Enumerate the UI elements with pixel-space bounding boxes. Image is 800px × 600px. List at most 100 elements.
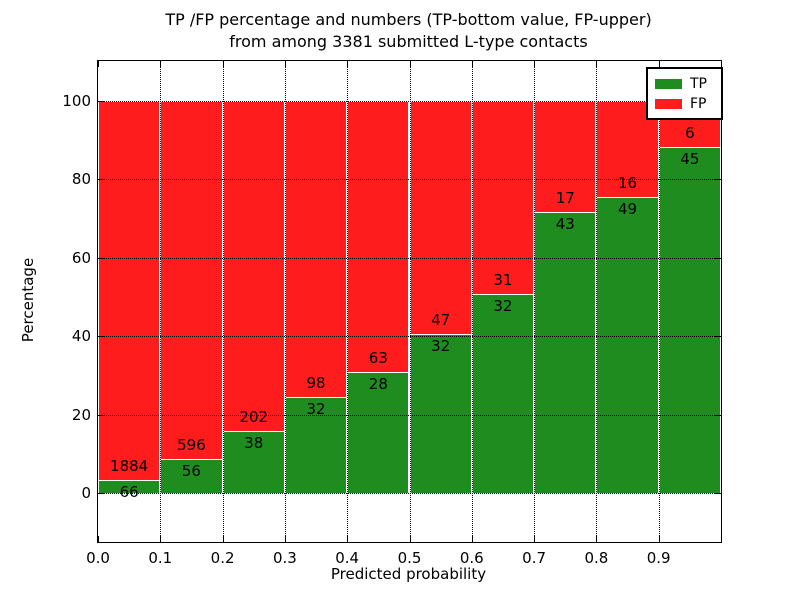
bar-tp-segment	[534, 212, 597, 493]
x-tick-label: 0.1	[148, 549, 173, 567]
bar-tp-segment	[596, 197, 659, 493]
bar-tp-segment	[658, 147, 721, 493]
y-tick-label: 40	[71, 327, 91, 346]
v-gridline	[347, 61, 349, 542]
bar-fp-segment	[222, 101, 285, 431]
bar-fp-segment	[471, 101, 535, 294]
x-axis-label: Predicted probability	[330, 565, 487, 583]
x-tick-top	[534, 61, 536, 67]
fp-count-label: 596	[177, 436, 206, 455]
v-gridline	[222, 61, 224, 542]
y-tick-left	[98, 101, 104, 102]
bar-tp-segment	[98, 479, 161, 493]
x-tick-bottom	[658, 536, 660, 542]
fp-count-label: 63	[368, 349, 388, 368]
x-tick-top	[222, 61, 224, 67]
x-tick-label: 0.2	[210, 549, 235, 567]
fp-count-label: 17	[555, 189, 575, 208]
chart-title-line1: TP /FP percentage and numbers (TP-bottom…	[165, 10, 652, 29]
chart-title-line2: from among 3381 submitted L-type contact…	[229, 32, 588, 51]
bar-fp-segment	[284, 101, 348, 397]
bar-tp-segment	[409, 334, 472, 493]
fp-count-label: 47	[431, 311, 451, 330]
bar-fp-segment	[98, 101, 161, 480]
tp-count-label: 49	[617, 200, 638, 219]
tp-count-label: 43	[555, 215, 575, 234]
x-tick-top	[471, 61, 473, 67]
v-gridline	[284, 61, 286, 542]
x-tick-top	[347, 61, 349, 67]
y-tick-right	[715, 179, 721, 181]
fp-legend-label: FP	[690, 96, 707, 112]
tp-legend-label: TP	[690, 76, 707, 92]
fp-count-label: 6	[685, 124, 695, 143]
y-tick-right	[715, 414, 721, 416]
y-tick-left	[98, 336, 104, 338]
x-tick-bottom	[222, 536, 224, 542]
legend-item-tp: TP	[655, 74, 721, 94]
x-tick-bottom	[160, 536, 162, 542]
tp-count-label: 32	[493, 296, 513, 315]
x-tick-top	[284, 61, 286, 67]
x-tick-label: 0.4	[335, 549, 360, 567]
x-tick-bottom	[534, 536, 536, 542]
v-gridline	[409, 61, 411, 542]
v-gridline	[471, 61, 473, 542]
fp-count-label: 1884	[110, 456, 149, 475]
y-tick-left	[98, 493, 104, 494]
x-tick-label: 0.9	[646, 549, 671, 567]
v-gridline	[160, 61, 162, 542]
x-tick-top	[409, 61, 411, 67]
bar-tp-segment	[284, 396, 348, 493]
y-axis-label: Percentage	[19, 257, 37, 343]
y-tick-right	[715, 336, 721, 338]
x-tick-label: 0.0	[86, 549, 110, 567]
x-tick-label: 0.8	[584, 549, 609, 567]
tp-count-label: 28	[368, 375, 388, 394]
bar-fp-segment	[160, 101, 223, 460]
x-tick-label: 0.7	[522, 549, 547, 567]
y-tick-right	[715, 257, 721, 259]
bar-fp-segment	[409, 101, 472, 335]
fp-count-label: 31	[493, 270, 513, 289]
x-tick-top	[160, 61, 162, 67]
legend: TP FP	[646, 67, 723, 120]
tp-legend-swatch	[655, 79, 682, 89]
x-tick-bottom	[721, 536, 722, 542]
x-tick-label: 0.5	[397, 549, 422, 567]
tp-count-label: 38	[244, 433, 264, 452]
y-tick-label: 100	[62, 92, 91, 110]
y-tick-right	[715, 493, 721, 494]
x-tick-top	[98, 61, 99, 67]
v-gridline	[658, 61, 660, 542]
y-tick-label: 20	[71, 405, 91, 424]
fp-count-label: 202	[239, 407, 269, 426]
v-gridline	[596, 61, 598, 542]
legend-item-fp: FP	[655, 94, 721, 114]
bar-tp-segment	[160, 459, 223, 493]
chart-title: TP /FP percentage and numbers (TP-bottom…	[97, 9, 720, 53]
x-tick-top	[658, 61, 660, 67]
x-tick-label: 0.3	[272, 549, 297, 567]
fp-count-label: 16	[617, 174, 638, 193]
x-tick-bottom	[98, 536, 99, 542]
bar-tp-segment	[222, 430, 285, 493]
bar-fp-segment	[347, 101, 410, 373]
x-tick-bottom	[347, 536, 349, 542]
y-tick-label: 0	[81, 484, 91, 502]
plot-area: 1884 66 596 56 202 38 98 32 63 28 47 32 31 32 17 43 16 49…	[62, 60, 723, 567]
tp-count-label: 32	[431, 337, 451, 356]
x-tick-bottom	[596, 536, 598, 542]
x-tick-bottom	[471, 536, 473, 542]
tp-count-label: 45	[680, 150, 700, 169]
y-tick-left	[98, 414, 104, 416]
x-tick-top	[596, 61, 598, 67]
y-tick-label: 60	[71, 248, 91, 267]
tp-count-label: 66	[119, 482, 139, 501]
tp-count-label: 32	[306, 399, 326, 418]
y-tick-label: 80	[71, 170, 91, 189]
bar-tp-segment	[471, 293, 535, 493]
y-tick-left	[98, 179, 104, 181]
x-tick-top	[721, 61, 722, 67]
fp-legend-swatch	[655, 99, 682, 109]
